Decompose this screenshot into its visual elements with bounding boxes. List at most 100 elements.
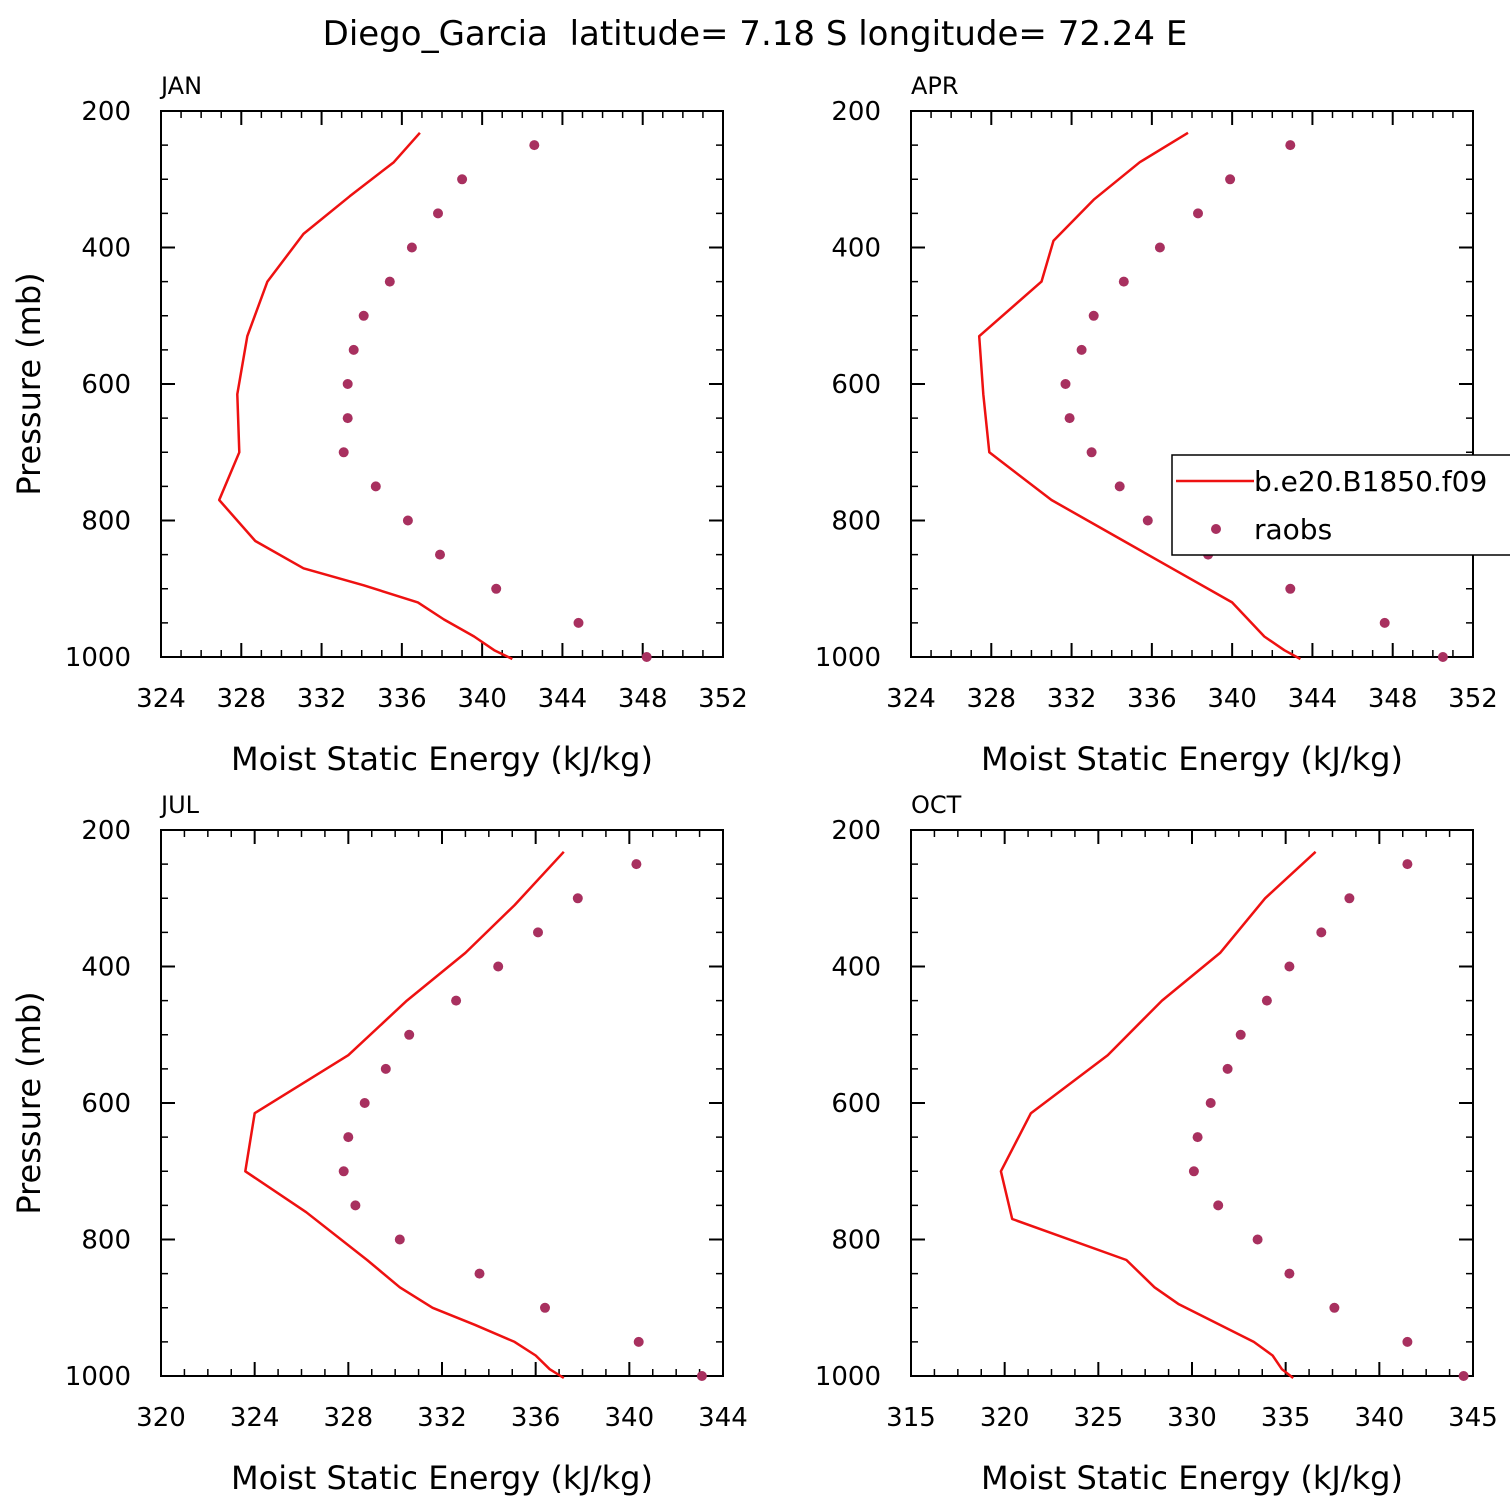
panel-label-apr: APR [911, 72, 959, 100]
x-tick-label: 345 [1448, 1403, 1498, 1433]
obs-point-jan [491, 583, 502, 594]
obs-point-jan [342, 379, 353, 389]
plot-frame-jul [160, 829, 724, 1377]
obs-point-jul [572, 893, 583, 904]
x-tick-label: 328 [324, 1403, 374, 1433]
model-line-jul [244, 850, 565, 1380]
x-tick-label: 328 [216, 684, 266, 714]
obs-point-jan [433, 208, 443, 219]
y-tick-label: 400 [831, 953, 881, 983]
x-tick-label: 328 [966, 684, 1016, 714]
x-tick-label: 324 [136, 684, 186, 714]
x-axis-label-jul: Moist Static Energy (kJ/kg) [231, 1459, 653, 1497]
obs-point-oct [1261, 995, 1272, 1006]
x-tick-label: 352 [1448, 684, 1498, 714]
obs-point-oct [1213, 1200, 1224, 1211]
obs-point-oct [1284, 1268, 1295, 1279]
y-tick-label: 600 [81, 370, 131, 400]
obs-point-jul [343, 1132, 354, 1143]
x-tick-label: 324 [230, 1403, 280, 1433]
obs-point-jul [474, 1268, 485, 1279]
y-tick-label: 200 [831, 816, 881, 846]
panel-jul: JUL Moist Static Energy (kJ/kg) Pressure… [10, 791, 748, 1497]
x-tick-label: 336 [511, 1403, 561, 1433]
obs-point-apr [1088, 310, 1099, 321]
obs-point-jan [457, 174, 468, 185]
obs-point-oct [1205, 1098, 1216, 1108]
model-line-oct [999, 850, 1317, 1379]
obs-point-jan [384, 276, 395, 287]
obs-point-jul [696, 1371, 707, 1381]
y-tick-label: 1000 [65, 1362, 131, 1392]
obs-point-oct [1252, 1234, 1263, 1245]
x-tick-label: 340 [1355, 1403, 1405, 1433]
x-axis-label-jan: Moist Static Energy (kJ/kg) [231, 740, 653, 778]
obs-point-jul [493, 961, 504, 972]
obs-point-jul [533, 927, 543, 938]
legend: b.e20.B1850.f09 raobs [1171, 454, 1510, 556]
obs-point-oct [1344, 893, 1355, 904]
obs-point-jan [348, 344, 359, 355]
obs-point-jul [380, 1063, 391, 1074]
obs-point-jan [358, 310, 369, 321]
obs-point-jul [359, 1098, 370, 1108]
obs-point-jan [402, 515, 413, 526]
y-tick-label: 600 [831, 370, 881, 400]
x-tick-label: 336 [377, 684, 427, 714]
y-tick-label: 600 [831, 1089, 881, 1119]
x-tick-label: 340 [605, 1403, 655, 1433]
x-axis-label-apr: Moist Static Energy (kJ/kg) [981, 740, 1403, 778]
obs-point-oct [1329, 1302, 1340, 1313]
obs-point-jul [404, 1029, 415, 1040]
obs-point-jul [394, 1234, 405, 1245]
obs-point-jan [338, 447, 349, 458]
obs-point-oct [1402, 859, 1413, 870]
y-axis-label-jul: Pressure (mb) [10, 991, 48, 1214]
obs-point-jul [350, 1200, 361, 1211]
y-tick-label: 200 [81, 97, 131, 127]
x-tick-label: 340 [457, 684, 507, 714]
x-tick-label: 348 [1368, 684, 1418, 714]
x-tick-label: 352 [698, 684, 748, 714]
obs-point-oct [1188, 1166, 1199, 1177]
obs-point-apr [1076, 344, 1087, 355]
panel-label-jan: JAN [159, 72, 202, 100]
x-tick-label: 335 [1261, 1403, 1311, 1433]
obs-point-apr [1285, 140, 1296, 151]
obs-point-jan [641, 652, 652, 662]
x-tick-label: 320 [136, 1403, 186, 1433]
obs-point-oct [1316, 927, 1327, 938]
obs-point-apr [1379, 617, 1390, 628]
obs-point-jul [451, 995, 462, 1006]
x-tick-label: 324 [886, 684, 936, 714]
y-tick-label: 200 [81, 816, 131, 846]
obs-point-jul [631, 859, 642, 870]
y-tick-label: 1000 [815, 1362, 881, 1392]
y-tick-label: 800 [831, 507, 881, 537]
obs-point-apr [1437, 652, 1448, 662]
obs-point-oct [1222, 1063, 1233, 1074]
panel-oct: OCT Moist Static Energy (kJ/kg) 315 320 32… [815, 791, 1498, 1497]
obs-point-jan [406, 242, 417, 253]
model-line-jan [217, 131, 513, 661]
legend-box [1171, 454, 1510, 556]
panel-label-oct: OCT [911, 791, 962, 819]
y-tick-label: 200 [831, 97, 881, 127]
obs-point-apr [1225, 174, 1236, 185]
x-tick-label: 332 [297, 684, 347, 714]
obs-point-jul [540, 1302, 550, 1313]
x-tick-label: 332 [417, 1403, 467, 1433]
figure-title: Diego_Garcia latitude= 7.18 S longitude=… [323, 14, 1188, 54]
panel-jan: JAN Moist Static Energy (kJ/kg) Pressure… [10, 72, 748, 778]
x-tick-label: 330 [1167, 1403, 1217, 1433]
y-axis-label-jan: Pressure (mb) [10, 272, 48, 495]
plot-frame-oct [910, 829, 1474, 1377]
plot-frame-jan [160, 110, 724, 658]
obs-point-oct [1402, 1336, 1413, 1347]
obs-point-jul [338, 1166, 349, 1177]
y-tick-label: 1000 [65, 643, 131, 673]
obs-point-jan [435, 549, 445, 560]
y-tick-label: 800 [81, 507, 131, 537]
x-tick-label: 348 [618, 684, 668, 714]
